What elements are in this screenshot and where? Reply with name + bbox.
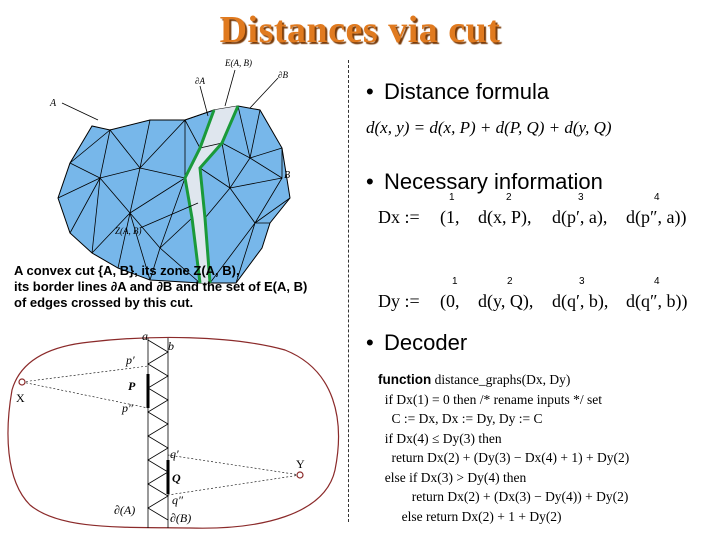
dx-entry-4: d(p″, a)) bbox=[626, 207, 687, 227]
border-line-dA bbox=[183, 109, 216, 284]
label-P: P bbox=[128, 379, 136, 393]
mesh-figure: E(A, B) ∂A ∂B A B Z(A, B) bbox=[49, 58, 291, 284]
cut-diagram: a b p′ P p″ q′ Q q″ ∂(A) ∂(B) X Y bbox=[7, 330, 340, 529]
label-dA: ∂A bbox=[195, 76, 205, 86]
dx-entry-3: d(p′, a), bbox=[552, 207, 608, 227]
distance-formula: d(x, y) = d(x, P) + d(P, Q) + d(y, Q) bbox=[366, 118, 612, 137]
label-Z: Z(A, B) bbox=[115, 226, 142, 236]
dx-lhs: Dx := bbox=[378, 207, 420, 227]
slide-title: Distances via cut bbox=[219, 9, 501, 51]
dx-index-1: 1 bbox=[449, 192, 455, 203]
vertex-x bbox=[18, 378, 26, 386]
figure-caption: A convex cut {A, B}, its zone Z(A, B), i… bbox=[14, 263, 308, 310]
label-a: a bbox=[142, 330, 148, 343]
dy-entry-4: d(q″, b)) bbox=[626, 291, 688, 311]
dx-entry-2: d(x, P), bbox=[478, 207, 532, 227]
label-y: Y bbox=[296, 457, 305, 471]
bullet-necessary-info: • Necessary information bbox=[366, 169, 603, 194]
label-B: B bbox=[284, 170, 290, 181]
vertex-y bbox=[296, 471, 304, 479]
cut-zone bbox=[185, 106, 238, 283]
dy-entry-1: (0, bbox=[440, 291, 460, 311]
label-dA-cut: ∂(A) bbox=[114, 503, 135, 517]
dx-index-3: 3 bbox=[578, 192, 584, 203]
label-q2: q″ bbox=[172, 493, 184, 507]
label-p2: p″ bbox=[121, 401, 134, 415]
dy-entry-2: d(y, Q), bbox=[478, 291, 534, 311]
label-dB: ∂B bbox=[278, 70, 288, 80]
dx-index-4: 4 bbox=[654, 192, 660, 203]
border-line-dB bbox=[198, 105, 240, 284]
label-Q: Q bbox=[172, 471, 181, 485]
decoder-pseudocode: function distance_graphs(Dx, Dy) if Dx(1… bbox=[378, 372, 630, 524]
graph-outline bbox=[7, 336, 340, 529]
dy-index-1: 1 bbox=[452, 276, 458, 287]
dy-lhs: Dy := bbox=[378, 291, 420, 311]
dy-index-2: 2 bbox=[507, 276, 513, 287]
dy-index-3: 3 bbox=[579, 276, 585, 287]
label-x: X bbox=[16, 391, 25, 405]
dy-index-4: 4 bbox=[654, 276, 660, 287]
label-p1: p′ bbox=[125, 353, 135, 367]
bullet-decoder: • Decoder bbox=[366, 330, 468, 355]
label-dB-cut: ∂(B) bbox=[170, 511, 191, 525]
label-A: A bbox=[49, 98, 57, 109]
label-q1: q′ bbox=[170, 447, 179, 461]
label-b: b bbox=[168, 339, 174, 353]
bullet-distance-formula: • Distance formula bbox=[366, 79, 550, 104]
label-E: E(A, B) bbox=[224, 58, 252, 68]
dx-entry-1: (1, bbox=[440, 207, 460, 227]
divider bbox=[348, 60, 349, 522]
cut-strip bbox=[147, 338, 169, 528]
dx-index-2: 2 bbox=[506, 192, 512, 203]
dy-entry-3: d(q′, b), bbox=[552, 291, 609, 311]
